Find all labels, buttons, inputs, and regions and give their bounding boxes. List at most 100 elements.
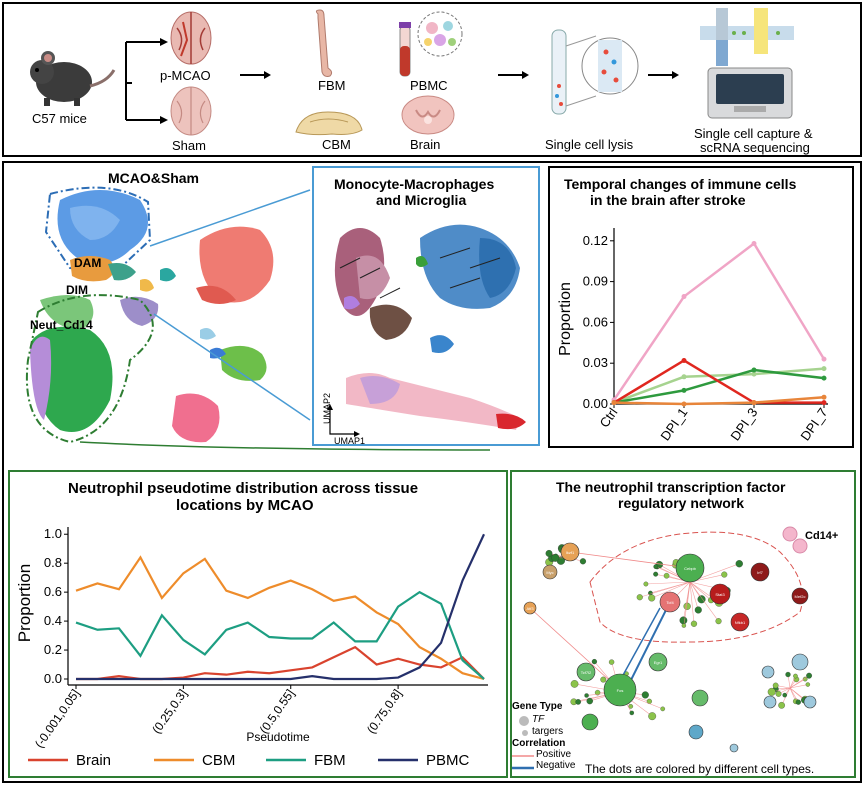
cluster-outline xyxy=(589,531,803,643)
cd14-cell xyxy=(782,526,798,542)
data-point xyxy=(681,387,687,393)
tf-node-label: Ikzf1 xyxy=(566,550,575,555)
data-point xyxy=(751,367,757,373)
target-node xyxy=(579,558,587,565)
femur-icon xyxy=(315,9,333,77)
x-tick-label: (0.5,0.55] xyxy=(257,687,298,737)
data-point xyxy=(681,374,687,380)
middle-panel xyxy=(2,161,862,783)
network-edge xyxy=(789,687,799,703)
y-tick-label: 0.4 xyxy=(44,613,62,628)
legend-correlation: Correlation xyxy=(512,738,566,749)
target-node xyxy=(802,676,808,682)
tf-node xyxy=(659,591,681,613)
tf-node-label: Nfkb1 xyxy=(735,620,746,625)
target-node xyxy=(575,699,582,705)
legend-label: PBMC xyxy=(426,752,470,769)
target-node xyxy=(660,706,666,712)
target-node xyxy=(586,697,593,705)
y-axis-label: Proportion xyxy=(15,564,34,642)
cbm-label: CBM xyxy=(322,137,351,152)
target-node xyxy=(643,581,649,587)
tf-node xyxy=(688,724,704,740)
y-tick-label: 0.0 xyxy=(44,671,62,686)
tf-node xyxy=(791,653,809,671)
series-line xyxy=(613,359,824,404)
target-node xyxy=(805,682,811,687)
legend-tf: TF xyxy=(532,714,545,725)
target-node xyxy=(767,687,776,696)
x-tick-label: (-0.001,0.05] xyxy=(32,687,82,751)
arrow-2 xyxy=(498,71,529,79)
umap-neut-label: Neut_Cd14 xyxy=(30,318,93,332)
umap-dam-label: DAM xyxy=(74,256,102,270)
mouse-label: C57 mice xyxy=(32,111,87,126)
workflow-panel xyxy=(2,2,862,157)
series-line xyxy=(613,395,825,406)
tf-node-label: Mef2c xyxy=(795,594,806,599)
network-edge xyxy=(683,581,691,626)
data-point xyxy=(821,366,827,372)
target-node xyxy=(715,618,722,625)
bracket-arrows xyxy=(125,38,168,124)
tf-node xyxy=(603,673,637,707)
target-node xyxy=(772,682,779,689)
legend-negative: Negative xyxy=(536,760,576,771)
target-node xyxy=(785,671,791,678)
velocity-plot xyxy=(327,224,526,437)
target-node xyxy=(721,571,728,578)
target-node xyxy=(629,710,635,716)
negative-edge xyxy=(621,607,661,678)
tf-node-label: Cebpb xyxy=(684,566,697,571)
x-tick-label: DPI_7 xyxy=(797,405,830,443)
temporal-panel xyxy=(548,166,854,448)
target-node xyxy=(679,616,688,625)
legend-positive: Positive xyxy=(536,749,572,760)
tf-node xyxy=(761,665,775,679)
tf-node xyxy=(750,562,770,582)
target-node xyxy=(628,704,634,709)
arrow-3 xyxy=(648,71,679,79)
tf-node-label: Egr1 xyxy=(654,660,663,665)
tf-node xyxy=(576,662,596,682)
umap-dim-label: DIM xyxy=(66,283,88,297)
network-edge xyxy=(689,581,719,622)
data-point xyxy=(611,400,617,406)
network-edge xyxy=(689,581,695,624)
legend-negative-line xyxy=(512,766,534,770)
target-node xyxy=(648,712,657,721)
data-point xyxy=(751,241,757,247)
data-point xyxy=(681,357,687,363)
mono-title-1: Monocyte-Macrophages xyxy=(334,176,495,192)
network-edge xyxy=(569,551,691,569)
data-point xyxy=(681,401,687,407)
umap-plot xyxy=(26,186,491,451)
cd14-label: Cd14+ xyxy=(805,530,839,542)
target-node xyxy=(697,595,706,604)
target-node xyxy=(735,560,743,568)
tf-node-label: Atf3 xyxy=(526,606,534,611)
cd14-cell xyxy=(792,538,808,554)
legend-positive-line xyxy=(512,755,534,757)
network-footnote: The dots are colored by different cell t… xyxy=(585,762,815,776)
network-panel xyxy=(510,470,856,778)
blood-tube-icon xyxy=(399,11,463,77)
brain-label: Brain xyxy=(410,137,441,152)
target-node xyxy=(663,572,670,579)
y-tick-label: 0.06 xyxy=(583,314,608,329)
target-node xyxy=(545,549,553,557)
x-tick-label: DPI_1 xyxy=(657,405,690,443)
data-point xyxy=(821,356,827,362)
tf-node-label: Tcf7l2 xyxy=(581,670,592,675)
fbm-label: FBM xyxy=(318,78,346,93)
target-node xyxy=(775,690,782,697)
lysis-label: Single cell lysis xyxy=(545,137,634,152)
skull-icon xyxy=(295,111,363,136)
series-line xyxy=(613,367,825,404)
target-node xyxy=(778,701,785,709)
x-tick-label: DPI_3 xyxy=(727,405,760,443)
target-node xyxy=(806,672,813,679)
target-node xyxy=(690,620,698,627)
network-title-2: regulatory network xyxy=(618,495,745,511)
